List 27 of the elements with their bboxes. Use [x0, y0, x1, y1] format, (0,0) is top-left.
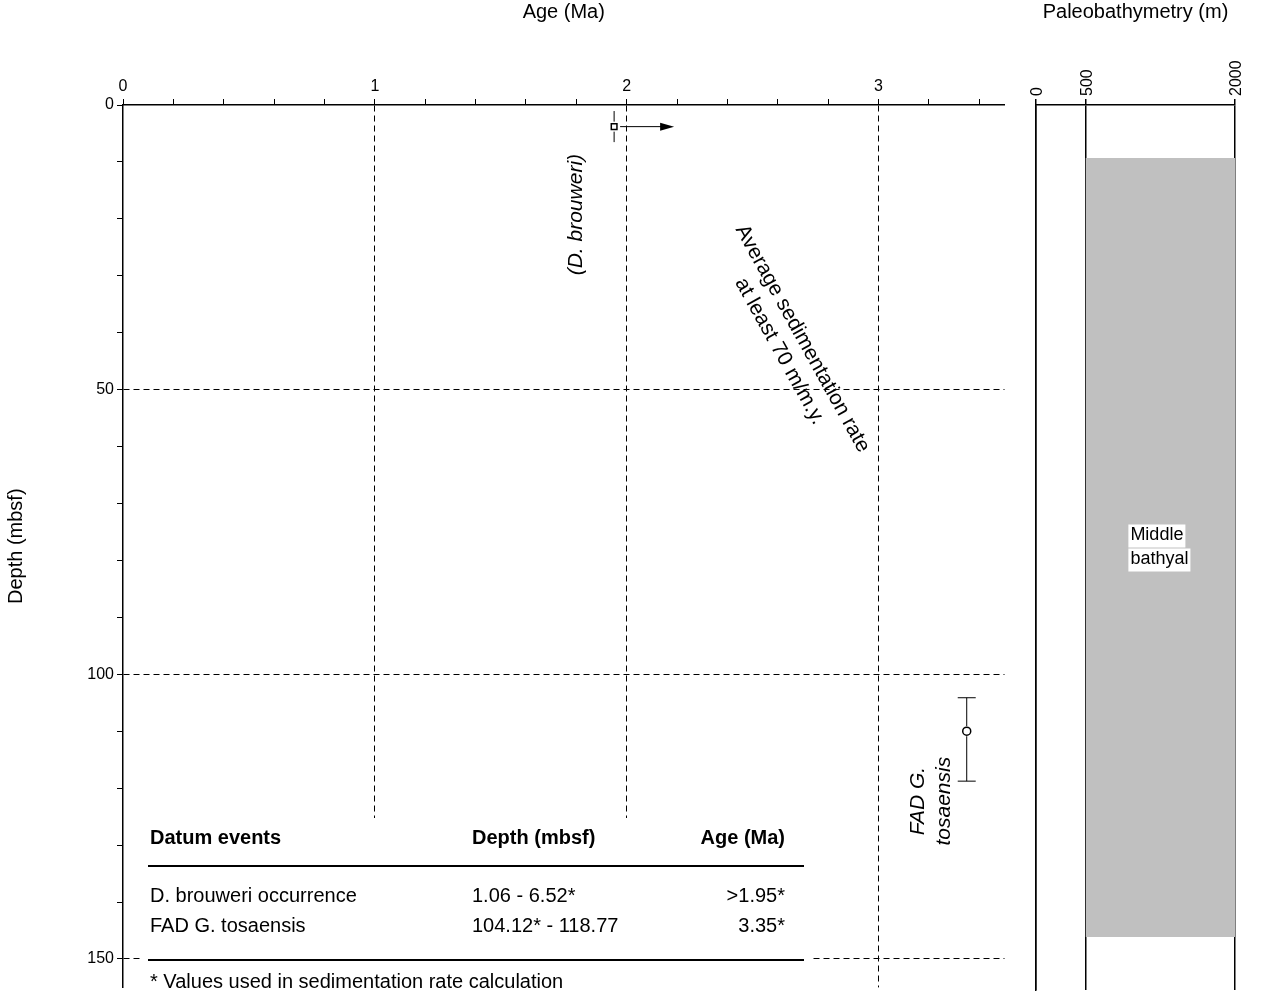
- y-tick-label: 150: [87, 949, 115, 967]
- x-tick-label: 500: [1077, 69, 1095, 96]
- text: (D. brouweri): [562, 153, 586, 276]
- x-axis-title: Age (Ma): [522, 0, 605, 22]
- annotation: Middle bathyal: [1130, 524, 1189, 569]
- annotation: D. brouweri occurrence: [150, 884, 357, 907]
- annotation: 1.06 - 6.52*: [472, 884, 576, 907]
- y-axis-title: Depth (mbsf): [3, 488, 26, 604]
- y-tick-label: 0: [105, 95, 115, 113]
- x-tick-label: 0: [1028, 87, 1046, 96]
- annotation: 104.12* - 118.77: [472, 914, 619, 937]
- x-axis-title: Paleobathymetry (m): [1042, 0, 1229, 22]
- annotation: >1.95*: [725, 884, 785, 907]
- y-tick-label: 50: [96, 380, 115, 398]
- y-tick-label: 100: [87, 664, 115, 682]
- annotation: Age (Ma): [699, 826, 785, 849]
- text: FAD G. tosaensis: [904, 756, 954, 846]
- annotation: Datum events: [150, 826, 282, 849]
- x-tick-label: 2: [622, 76, 632, 94]
- x-tick-label: 0: [118, 76, 128, 94]
- x-tick-label: 3: [874, 76, 884, 94]
- x-tick-label: 2000: [1227, 60, 1245, 96]
- annotation: 3.35*: [737, 914, 785, 937]
- annotation: FAD G. tosaensis: [150, 914, 306, 937]
- annotation: Depth (mbsf): [472, 826, 596, 849]
- annotation: * Values used in sedimentation rate calculation: [150, 970, 564, 993]
- x-tick-label: 1: [370, 76, 380, 94]
